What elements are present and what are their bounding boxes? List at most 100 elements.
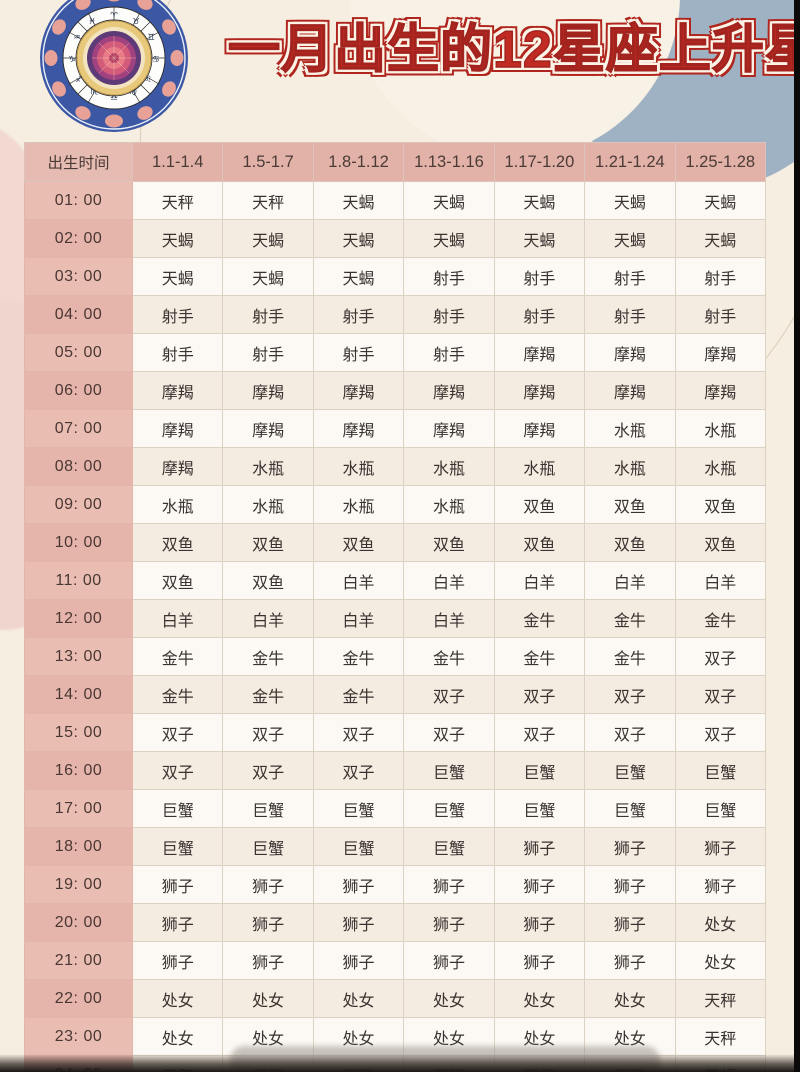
sign-cell: 金牛 — [312, 675, 405, 714]
sign-cell: 天秤 — [131, 181, 224, 220]
sign-cell: 双子 — [584, 675, 676, 714]
sign-cell: 射手 — [493, 295, 586, 334]
sign-cell: 双子 — [674, 637, 767, 676]
table-row: 19: 00 狮子 狮子 狮子 狮子 狮子 狮子 狮子 — [24, 865, 767, 904]
sign-cell: 天蝎 — [493, 219, 586, 258]
sign-cell: 处女 — [131, 1017, 224, 1056]
sign-cell: 双鱼 — [312, 523, 405, 562]
zodiac-wheel-icon: ♈ ♉ ♊ ♋ ♌ ♍ ♎ ♏ ♐ ♑ ♒ ♓ — [38, 0, 190, 134]
svg-text:♍: ♍ — [129, 87, 137, 97]
sign-cell: 处女 — [674, 903, 767, 942]
table-row: 10: 00 双鱼 双鱼 双鱼 双鱼 双鱼 双鱼 双鱼 — [24, 523, 767, 562]
sign-cell: 双子 — [674, 713, 767, 752]
sign-cell: 处女 — [312, 979, 405, 1018]
sign-cell: 狮子 — [584, 827, 676, 866]
sign-cell: 摩羯 — [493, 371, 586, 410]
table-row: 13: 00 金牛 金牛 金牛 金牛 金牛 金牛 双子 — [24, 637, 767, 676]
time-label: 08: 00 — [24, 447, 133, 486]
sign-cell: 巨蟹 — [312, 827, 405, 866]
sign-cell: 双子 — [131, 713, 224, 752]
sign-cell: 双子 — [584, 713, 676, 752]
svg-text:♌: ♌ — [144, 75, 152, 85]
sign-cell: 天蝎 — [222, 219, 314, 258]
sign-cell: 水瓶 — [584, 409, 676, 448]
sign-cell: 处女 — [403, 979, 495, 1018]
sign-cell: 金牛 — [493, 637, 586, 676]
rising-sign-table-container: 出生时间 1.1-1.4 1.5-1.7 1.8-1.12 1.13-1.16 … — [24, 142, 767, 1072]
sign-cell: 双子 — [131, 751, 224, 790]
sign-cell: 双鱼 — [493, 523, 586, 562]
sign-cell: 狮子 — [131, 941, 224, 980]
sign-cell: 摩羯 — [222, 409, 314, 448]
time-label: 18: 00 — [24, 827, 133, 866]
sign-cell: 双子 — [312, 713, 405, 752]
sign-cell: 双子 — [493, 675, 586, 714]
table-row: 04: 00 射手 射手 射手 射手 射手 射手 射手 — [24, 295, 767, 334]
svg-text:♊: ♊ — [147, 33, 155, 43]
sign-cell: 金牛 — [222, 637, 314, 676]
time-label: 20: 00 — [24, 903, 133, 942]
time-label: 01: 00 — [24, 181, 133, 220]
table-row: 03: 00 天蝎 天蝎 天蝎 射手 射手 射手 射手 — [24, 257, 767, 296]
sign-cell: 狮子 — [312, 903, 405, 942]
sign-cell: 天蝎 — [131, 219, 224, 258]
sign-cell: 巨蟹 — [584, 751, 676, 790]
time-label: 10: 00 — [24, 523, 133, 562]
sign-cell: 双鱼 — [674, 485, 767, 524]
svg-text:♑: ♑ — [68, 55, 76, 65]
sign-cell: 摩羯 — [131, 371, 224, 410]
sign-cell: 天秤 — [674, 979, 767, 1018]
sign-cell: 巨蟹 — [674, 751, 767, 790]
sign-cell: 巨蟹 — [674, 789, 767, 828]
sign-cell: 双子 — [403, 713, 495, 752]
sign-cell: 巨蟹 — [403, 751, 495, 790]
sign-cell: 射手 — [493, 257, 586, 296]
sign-cell: 天蝎 — [312, 219, 405, 258]
sign-cell: 水瓶 — [674, 447, 767, 486]
header-birth-time: 出生时间 — [24, 142, 133, 182]
table-row: 18: 00 巨蟹 巨蟹 巨蟹 巨蟹 狮子 狮子 狮子 — [24, 827, 767, 866]
time-label: 15: 00 — [24, 713, 133, 752]
sign-cell: 射手 — [131, 295, 224, 334]
time-label: 13: 00 — [24, 637, 133, 676]
sign-cell: 白羊 — [403, 561, 495, 600]
sign-cell: 摩羯 — [493, 409, 586, 448]
sign-cell: 处女 — [674, 941, 767, 980]
right-edge-border — [794, 0, 800, 1072]
sign-cell: 狮子 — [584, 941, 676, 980]
sign-cell: 摩羯 — [403, 409, 495, 448]
sign-cell: 水瓶 — [131, 485, 224, 524]
sign-cell: 巨蟹 — [131, 789, 224, 828]
table-row: 21: 00 狮子 狮子 狮子 狮子 狮子 狮子 处女 — [24, 941, 767, 980]
table-row: 11: 00 双鱼 双鱼 白羊 白羊 白羊 白羊 白羊 — [24, 561, 767, 600]
sign-cell: 巨蟹 — [584, 789, 676, 828]
time-label: 14: 00 — [24, 675, 133, 714]
sign-cell: 天蝎 — [222, 257, 314, 296]
table-row: 22: 00 处女 处女 处女 处女 处女 处女 天秤 — [24, 979, 767, 1018]
sign-cell: 巨蟹 — [222, 827, 314, 866]
sign-cell: 天蝎 — [584, 181, 676, 220]
sign-cell: 射手 — [584, 257, 676, 296]
sign-cell: 狮子 — [584, 865, 676, 904]
sign-cell: 狮子 — [222, 865, 314, 904]
sign-cell: 摩羯 — [674, 371, 767, 410]
sign-cell: 天蝎 — [312, 181, 405, 220]
sign-cell: 射手 — [131, 333, 224, 372]
sign-cell: 巨蟹 — [493, 789, 586, 828]
sign-cell: 狮子 — [493, 941, 586, 980]
sign-cell: 狮子 — [131, 865, 224, 904]
sign-cell: 天蝎 — [674, 181, 767, 220]
sign-cell: 狮子 — [312, 865, 405, 904]
time-label: 09: 00 — [24, 485, 133, 524]
sign-cell: 双子 — [403, 675, 495, 714]
sign-cell: 白羊 — [131, 599, 224, 638]
sign-cell: 射手 — [674, 257, 767, 296]
sign-cell: 白羊 — [312, 561, 405, 600]
sign-cell: 狮子 — [493, 865, 586, 904]
svg-text:♒: ♒ — [73, 33, 81, 43]
sign-cell: 射手 — [222, 295, 314, 334]
sign-cell: 白羊 — [403, 599, 495, 638]
sign-cell: 射手 — [312, 333, 405, 372]
sign-cell: 巨蟹 — [131, 827, 224, 866]
